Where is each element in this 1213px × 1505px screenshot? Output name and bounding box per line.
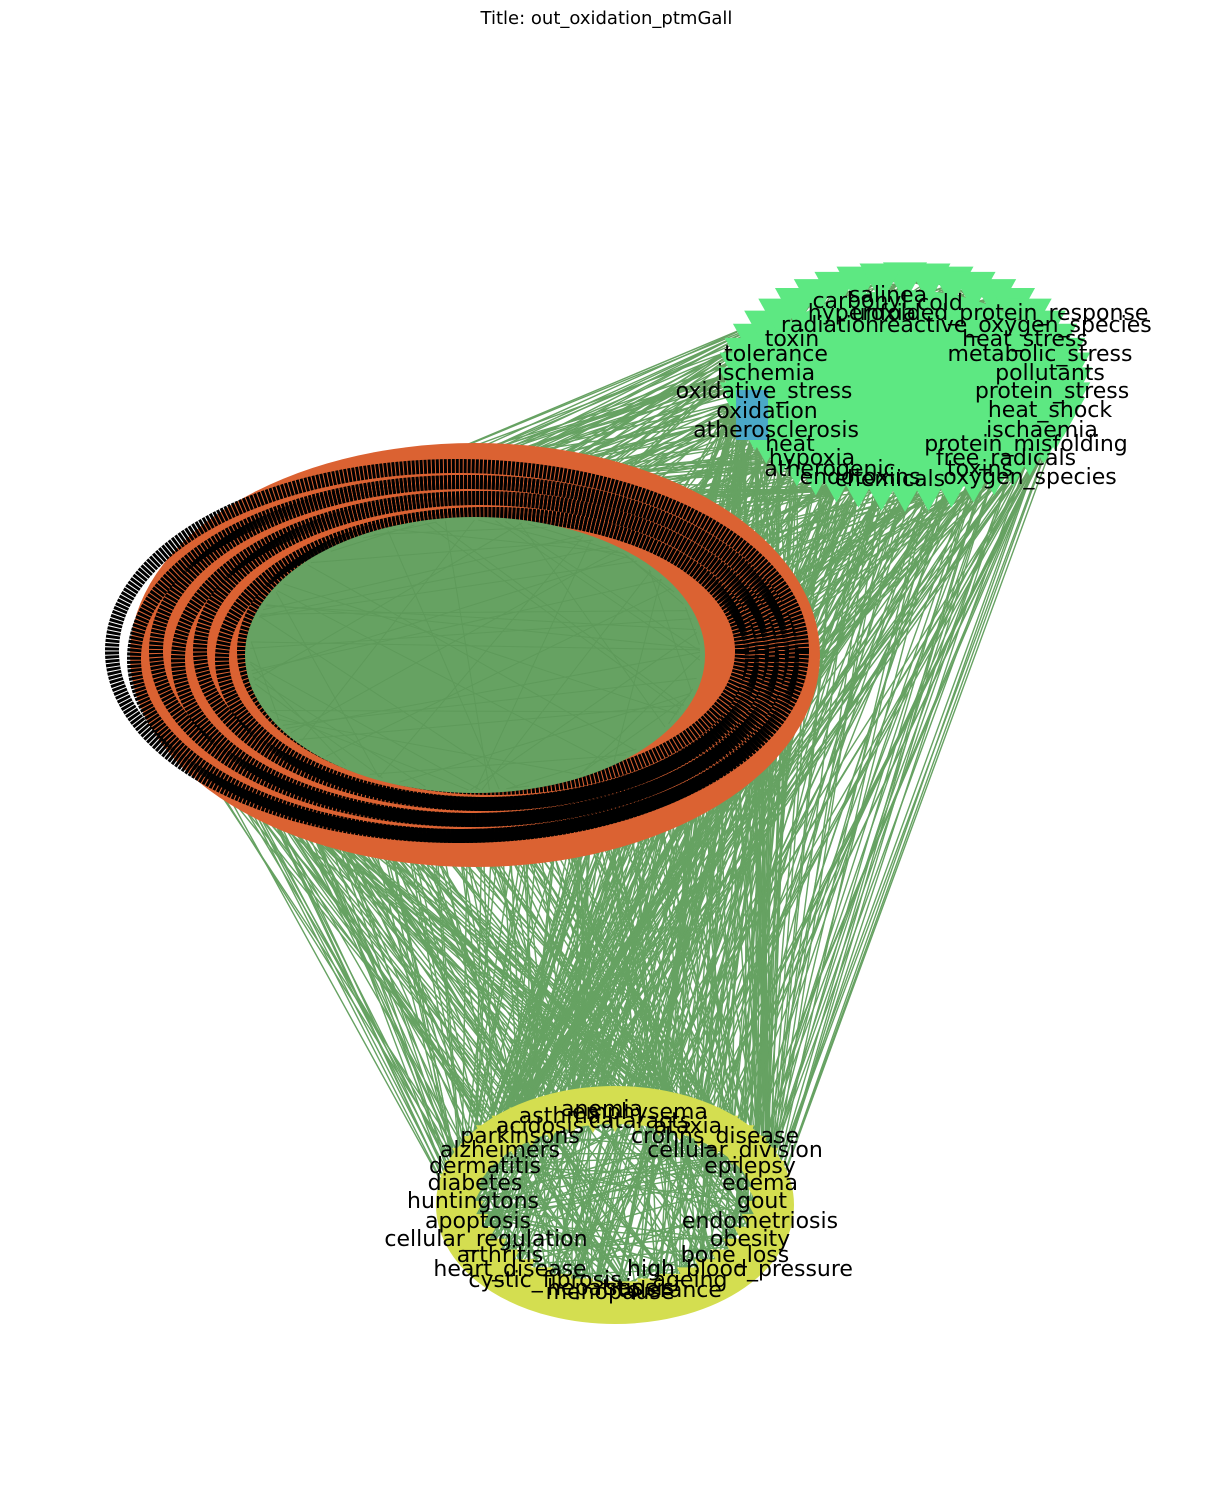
stressor-node	[859, 263, 904, 304]
disease-label: emphysema	[572, 1100, 708, 1125]
disease-label: huntingtons	[407, 1189, 539, 1214]
disease-label: high_blood_pressure	[627, 1257, 853, 1282]
disease-label: alzheimers	[440, 1138, 560, 1163]
disease-label: ataxia	[654, 1114, 722, 1139]
disease-label: edema	[722, 1171, 798, 1196]
stressor-label: endotoxins	[800, 465, 921, 490]
disease-label: acidosis	[496, 1114, 584, 1139]
disease-label: tolerance	[618, 1278, 722, 1303]
stressor-label: unfolded_protein_response	[852, 301, 1149, 326]
disease-label: parkinsons	[460, 1124, 580, 1149]
stressor-label: atherogenic	[764, 457, 895, 482]
center-node	[736, 390, 768, 440]
stressor-cluster	[718, 262, 1092, 512]
stressor-label: radiation	[781, 313, 879, 338]
stressor-label: heat_stress	[962, 327, 1088, 352]
stressor-label: protein_misfolding	[924, 432, 1128, 457]
stressor-label: atherosclerosis	[693, 418, 859, 443]
stressor-label: carbonyl	[812, 289, 907, 314]
disease-label: crohns_disease	[631, 1124, 799, 1149]
stressor-label: protein_stress	[975, 379, 1129, 404]
hub-label-band	[105, 459, 809, 843]
stressor-label: tolerance	[724, 342, 828, 367]
disease-label: obesity	[710, 1227, 790, 1252]
stressor-label: toxin	[765, 327, 819, 352]
stressor-label: metabolic_stress	[948, 342, 1133, 367]
disease-label: cellular_regulation	[384, 1227, 587, 1252]
disease-label: epilepsy	[704, 1154, 796, 1179]
disease-label: menopause	[546, 1280, 675, 1305]
disease-label: apoptosis	[425, 1209, 531, 1234]
disease-label: heart_disease	[433, 1257, 586, 1282]
stressor-label: heat_shock	[988, 398, 1113, 423]
disease-label: cellular_division	[647, 1138, 823, 1163]
stressor-label: hypoxia	[769, 446, 855, 471]
diagram-title: Title: out_oxidation_ptmGall	[480, 8, 733, 29]
disease-label: gout	[737, 1189, 787, 1214]
stressor-label: ischaemia	[986, 418, 1098, 443]
center-node-label: oxidation	[716, 399, 818, 424]
stressor-label: oxidative_stress	[676, 379, 853, 404]
stressor-label: free_radicals	[936, 446, 1076, 471]
disease-label: bone_loss	[681, 1243, 789, 1268]
disease-label: diabetes	[428, 1171, 523, 1196]
stressor-label: toxins	[947, 457, 1013, 482]
stressor-label: salinea	[849, 283, 927, 308]
disease-label: endometriosis	[682, 1209, 838, 1234]
hub-ring	[105, 443, 820, 867]
disease-label: cystic_fibrosis	[468, 1268, 621, 1293]
stressor-label: ischemia	[717, 361, 815, 386]
disease-label: hepatitis	[547, 1276, 643, 1301]
stressor-label: cold	[917, 291, 963, 316]
stressor-label: hyperoxia	[808, 301, 916, 326]
disease-label: arthritis	[457, 1243, 543, 1268]
disease-label: anemia	[561, 1097, 643, 1122]
stressor-label: oxygen_species	[943, 465, 1116, 490]
disease-label: sepsis	[606, 1276, 674, 1301]
disease-label: dermatitis	[429, 1154, 541, 1179]
label-layer: oxidation carbonylsalineacoldhyperoxiaunf…	[384, 283, 1151, 1305]
stressor-label: heat	[765, 432, 815, 457]
disease-label: ageing	[652, 1268, 727, 1293]
stressor-label: chemicals	[835, 467, 945, 492]
stressor-label: reactive_oxygen_species	[878, 313, 1151, 338]
disease-cluster	[436, 1086, 794, 1324]
disease-label: asthma	[519, 1104, 601, 1129]
disease-label: cataracts	[589, 1109, 691, 1134]
stressor-label: pollutants	[995, 361, 1105, 386]
